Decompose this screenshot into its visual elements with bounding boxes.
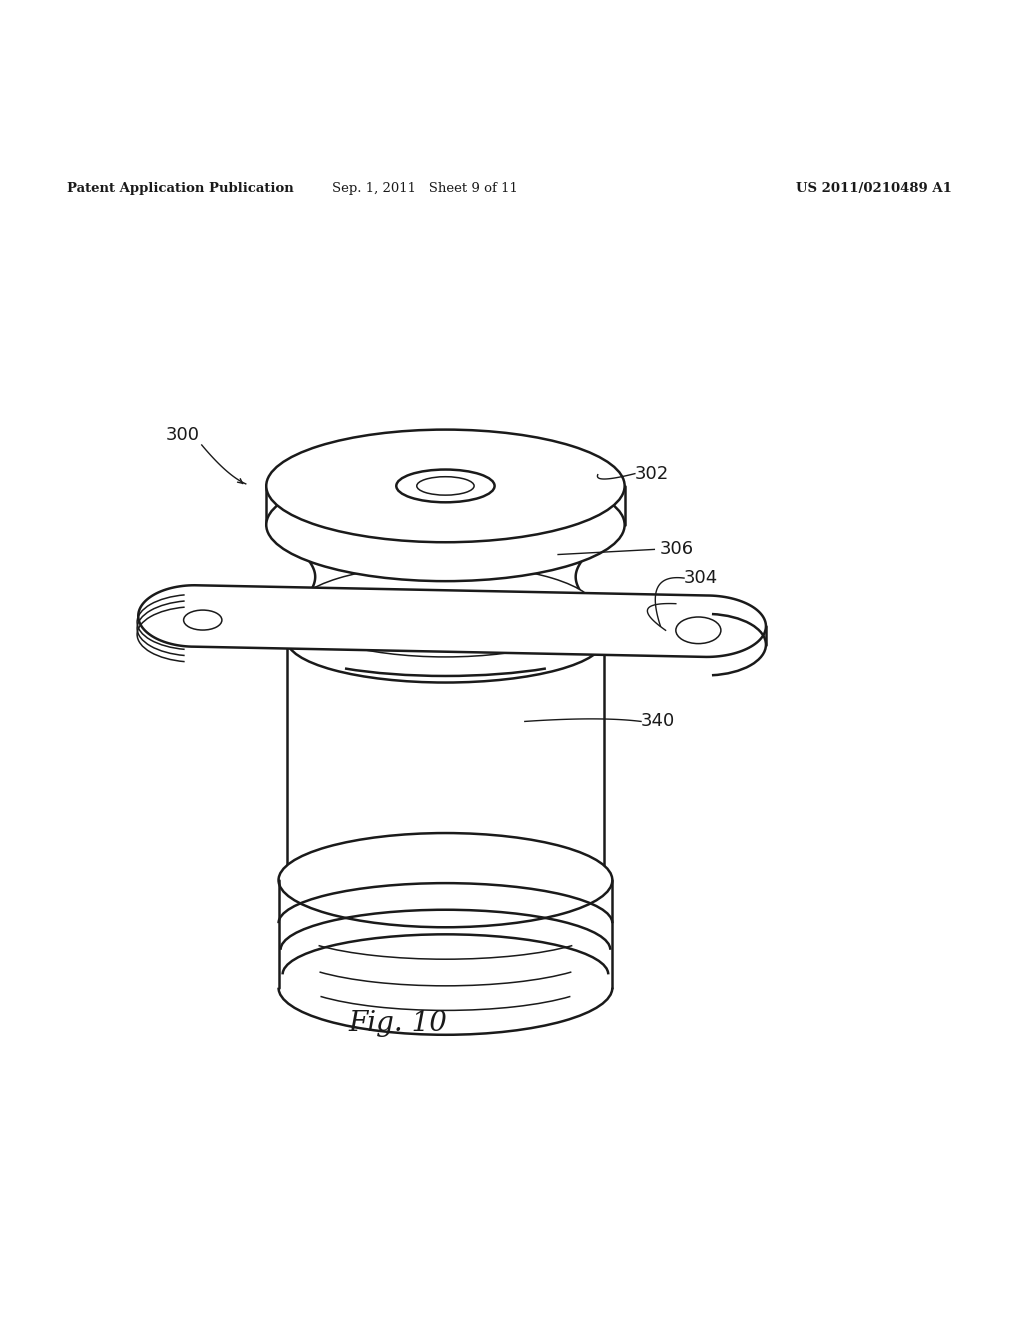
Ellipse shape xyxy=(266,469,625,581)
Ellipse shape xyxy=(417,477,474,495)
Ellipse shape xyxy=(676,616,721,644)
Ellipse shape xyxy=(287,597,604,682)
Text: 304: 304 xyxy=(684,569,718,587)
Text: 340: 340 xyxy=(641,713,675,730)
Ellipse shape xyxy=(183,610,222,630)
Text: US 2011/0210489 A1: US 2011/0210489 A1 xyxy=(797,182,952,195)
Ellipse shape xyxy=(279,833,612,927)
Polygon shape xyxy=(138,585,766,657)
Ellipse shape xyxy=(396,470,495,503)
Text: 300: 300 xyxy=(166,426,200,444)
Text: 306: 306 xyxy=(659,540,693,558)
Text: 350: 350 xyxy=(676,595,710,612)
Text: Sep. 1, 2011   Sheet 9 of 11: Sep. 1, 2011 Sheet 9 of 11 xyxy=(332,182,518,195)
Ellipse shape xyxy=(294,565,597,657)
Text: Patent Application Publication: Patent Application Publication xyxy=(67,182,293,195)
Ellipse shape xyxy=(266,429,625,543)
Text: Fig. 10: Fig. 10 xyxy=(348,1010,447,1038)
Text: 302: 302 xyxy=(635,465,669,483)
